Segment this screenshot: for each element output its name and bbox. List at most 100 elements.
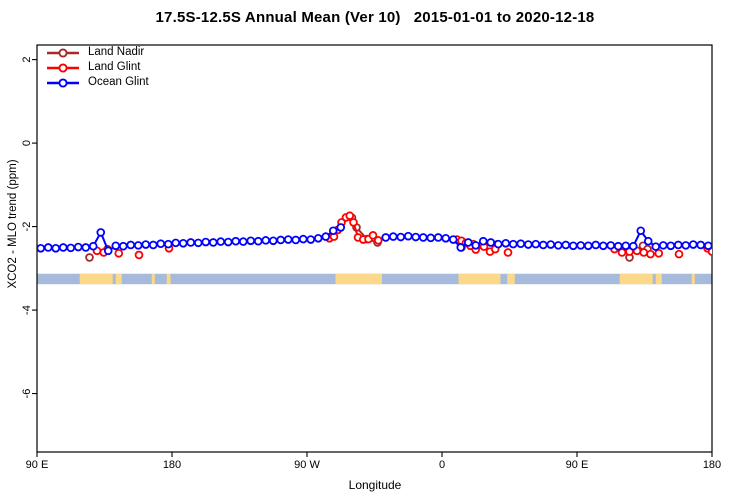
data-point — [51, 243, 61, 253]
legend-marker-ocean-glint — [47, 77, 79, 88]
data-point — [707, 247, 712, 256]
y-tick-label: -2 — [21, 222, 33, 232]
data-point — [448, 235, 458, 244]
latitude-map-strip — [37, 273, 712, 285]
data-point — [85, 253, 94, 262]
data-point — [598, 241, 608, 251]
data-point — [388, 232, 398, 241]
map-strip-land-patch — [655, 273, 662, 285]
data-point — [411, 232, 421, 242]
data-point — [503, 248, 513, 257]
data-point — [345, 211, 355, 221]
data-point — [126, 240, 136, 250]
data-point — [276, 235, 286, 245]
data-point — [703, 241, 712, 251]
data-point — [463, 238, 473, 247]
data-point — [201, 237, 211, 247]
axis-ticks — [32, 59, 713, 457]
data-point — [114, 249, 124, 258]
data-point — [674, 249, 684, 259]
legend-marker-land-nadir — [47, 47, 79, 58]
data-point — [253, 236, 263, 246]
map-strip-land-patch — [79, 273, 113, 285]
data-point — [261, 236, 271, 245]
data-point — [613, 241, 623, 251]
data-point — [43, 243, 53, 252]
data-point — [508, 239, 518, 249]
x-tick-label: 90 E — [566, 459, 589, 471]
data-point — [148, 240, 158, 250]
data-point — [621, 241, 631, 251]
legend: Land Nadir Land Glint Ocean Glint — [46, 46, 149, 89]
data-point — [81, 243, 91, 252]
data-point — [471, 241, 481, 250]
data-point — [628, 241, 638, 251]
axis-tick-labels: 90 E 180 90 W 0 90 E 180 2 0 -2 -4 -6 — [21, 57, 721, 471]
y-tick-label: -6 — [21, 389, 33, 399]
data-point — [186, 238, 196, 247]
data-point — [636, 226, 646, 236]
data-layer — [37, 211, 712, 262]
data-point — [646, 249, 655, 259]
data-point — [696, 240, 706, 250]
data-point — [103, 246, 113, 256]
data-point — [658, 241, 668, 250]
data-point — [156, 239, 166, 248]
data-point — [246, 236, 256, 246]
legend-item-ocean-glint: Ocean Glint — [46, 76, 149, 89]
data-point — [576, 241, 586, 250]
data-point — [651, 242, 661, 251]
data-point — [591, 240, 601, 250]
data-point — [426, 233, 436, 243]
data-point — [141, 240, 151, 249]
data-point — [368, 231, 378, 240]
y-axis-label: XCO2 - MLO trend (ppm) — [7, 159, 19, 289]
y-tick-label: -4 — [21, 305, 33, 315]
data-point — [328, 226, 338, 236]
data-point — [291, 235, 301, 245]
data-point — [681, 241, 691, 250]
map-strip-land-patch — [151, 273, 155, 285]
data-point — [37, 243, 46, 253]
map-strip-land-patch — [619, 273, 653, 285]
data-point — [666, 241, 676, 251]
y-tick-label: 0 — [21, 140, 33, 146]
data-point — [396, 232, 406, 242]
legend-item-land-glint: Land Glint — [46, 61, 149, 74]
legend-marker-land-glint — [47, 62, 79, 73]
data-point — [268, 236, 278, 246]
data-point — [403, 231, 413, 241]
data-point — [441, 233, 451, 243]
data-point — [654, 249, 664, 258]
map-strip-land-patch — [166, 273, 171, 285]
data-point — [456, 243, 466, 252]
data-point — [238, 237, 248, 246]
data-point — [583, 241, 593, 251]
data-point — [673, 240, 683, 250]
x-tick-label: 90 W — [294, 459, 320, 471]
data-point — [523, 240, 533, 249]
data-point — [208, 238, 218, 247]
legend-item-land-nadir: Land Nadir — [46, 46, 149, 59]
map-strip-land-patch — [458, 273, 501, 285]
data-point — [171, 238, 181, 248]
data-point — [639, 248, 649, 257]
data-point — [478, 236, 488, 246]
map-strip-land-patch — [507, 273, 515, 285]
data-point — [688, 240, 698, 249]
plot-title: 17.5S-12.5S Annual Mean (Ver 10) 2015-01… — [155, 9, 595, 26]
data-point — [223, 237, 233, 247]
data-point — [336, 223, 346, 232]
data-point — [133, 241, 143, 250]
data-point — [381, 233, 391, 242]
legend-label-land-glint: Land Glint — [88, 61, 141, 73]
x-tick-label: 0 — [439, 459, 445, 471]
data-point — [178, 238, 188, 248]
data-point — [643, 236, 653, 246]
data-point — [321, 232, 331, 241]
data-point — [373, 236, 383, 245]
data-point — [493, 239, 503, 249]
data-point — [561, 240, 571, 250]
series-ocean-glint — [37, 223, 712, 256]
